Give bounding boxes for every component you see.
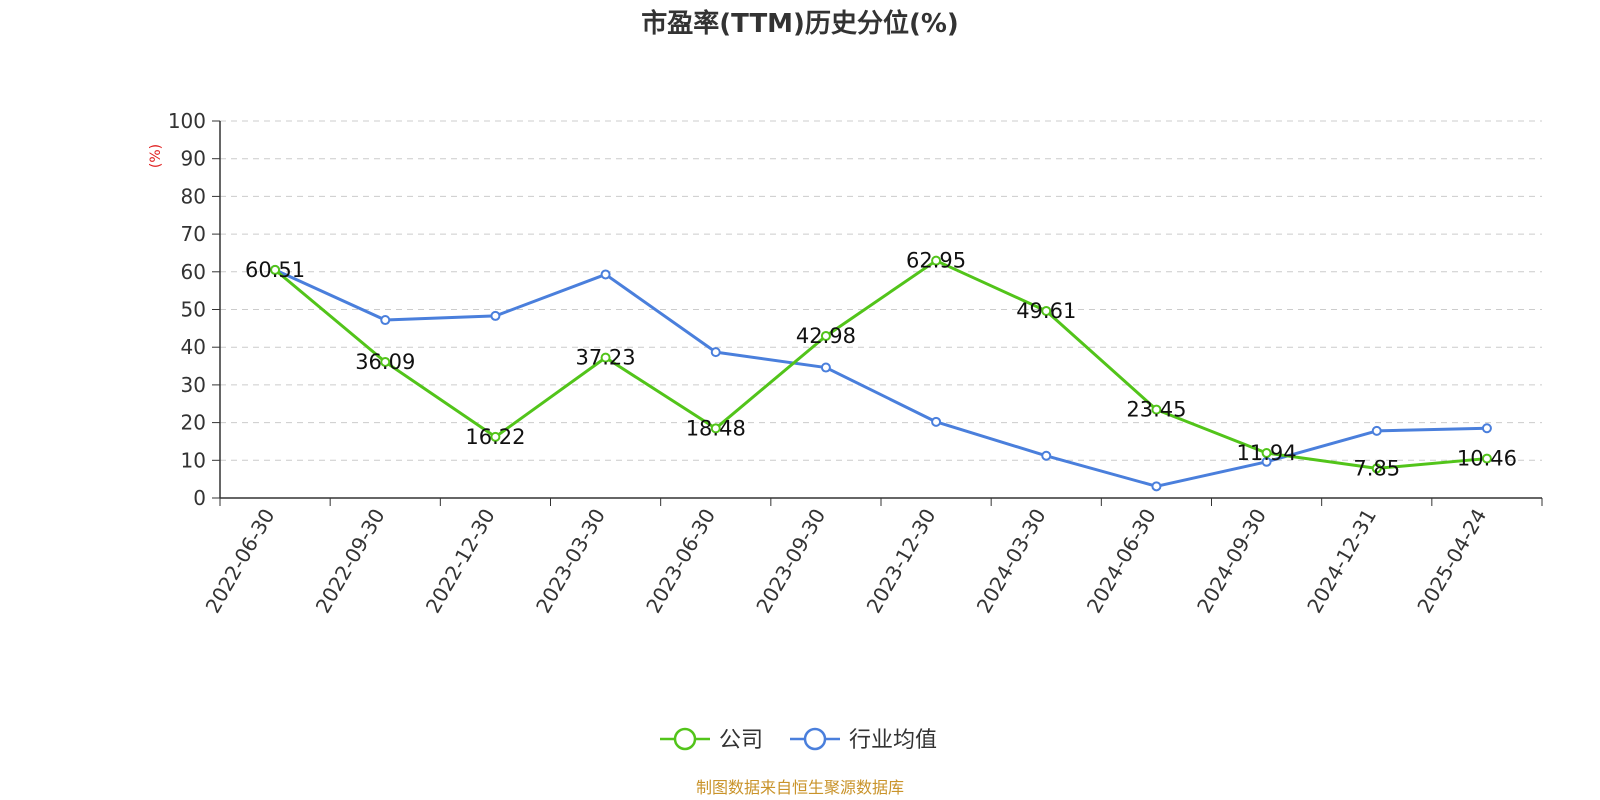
data-label: 36.09 — [355, 350, 415, 374]
data-point[interactable] — [1041, 450, 1052, 461]
data-point[interactable] — [380, 315, 391, 326]
y-tick-label: 30 — [181, 373, 206, 397]
x-tick-label: 2023-12-30 — [862, 504, 941, 617]
x-tick-label: 2022-09-30 — [311, 505, 390, 618]
y-tick-label: 70 — [181, 222, 206, 246]
y-tick-label: 50 — [181, 298, 206, 322]
data-label: 23.45 — [1126, 398, 1186, 422]
y-tick-label: 60 — [181, 260, 206, 284]
data-point[interactable] — [710, 347, 721, 358]
data-label: 49.61 — [1016, 299, 1076, 323]
data-point[interactable] — [1481, 423, 1492, 434]
x-tick-label: 2024-03-30 — [972, 505, 1051, 618]
x-tick-label: 2024-09-30 — [1192, 505, 1271, 618]
y-axis-label: (%) — [148, 144, 164, 168]
data-point[interactable] — [1041, 305, 1052, 316]
data-point[interactable] — [1261, 447, 1272, 458]
x-tick-label: 2025-04-24 — [1412, 505, 1491, 618]
data-label: 42.98 — [796, 324, 856, 348]
series-line — [274, 259, 1488, 470]
data-point[interactable] — [820, 330, 831, 341]
data-point[interactable] — [1481, 453, 1492, 464]
x-tick-label: 2023-09-30 — [751, 505, 830, 618]
legend[interactable]: 公司 行业均值 — [660, 727, 937, 753]
x-tick-label: 2022-06-30 — [201, 505, 280, 618]
y-tick-label: 0 — [193, 486, 206, 510]
data-point[interactable] — [600, 352, 611, 363]
data-label: 11.94 — [1237, 441, 1297, 465]
data-point[interactable] — [1371, 425, 1382, 436]
data-point[interactable] — [931, 255, 942, 266]
grid-lines — [220, 120, 1542, 461]
data-point[interactable] — [1151, 481, 1162, 492]
data-point[interactable] — [380, 356, 391, 367]
source-note: 制图数据来自恒生聚源数据库 — [696, 778, 904, 797]
series-line — [274, 268, 1487, 488]
y-tick-label: 90 — [181, 147, 206, 171]
chart-title: 市盈率(TTM)历史分位(%) — [641, 8, 959, 39]
data-label: 18.48 — [686, 416, 746, 440]
legend-marker-icon — [803, 727, 827, 751]
legend-marker-icon — [673, 727, 697, 751]
legend-item[interactable]: 公司 — [660, 727, 763, 753]
x-tick-label: 2023-06-30 — [641, 505, 720, 618]
data-point[interactable] — [490, 310, 501, 321]
y-tick-label: 100 — [168, 109, 206, 133]
y-tick-label: 80 — [181, 184, 206, 208]
data-label: 60.51 — [245, 258, 305, 282]
data-point[interactable] — [1151, 404, 1162, 415]
y-tick-label: 10 — [181, 448, 206, 472]
x-tick-label: 2024-06-30 — [1082, 505, 1161, 618]
series-layer — [270, 255, 1492, 492]
legend-label: 行业均值 — [849, 728, 937, 753]
data-point[interactable] — [600, 269, 611, 280]
x-tick-label: 2023-03-30 — [531, 505, 610, 618]
data-label: 16.22 — [465, 425, 525, 449]
data-point[interactable] — [1371, 463, 1382, 474]
data-point[interactable] — [710, 423, 721, 434]
data-label: 62.95 — [906, 249, 966, 273]
data-label: 37.23 — [576, 346, 636, 370]
y-tick-label: 20 — [181, 411, 206, 435]
x-tick-label: 2024-12-31 — [1302, 505, 1381, 618]
legend-label: 公司 — [719, 728, 763, 753]
data-labels: 60.51 36.09 16.22 37.23 18.48 42.98 62.95 49.61… — [245, 249, 1517, 481]
data-point[interactable] — [820, 362, 831, 373]
data-point[interactable] — [490, 431, 501, 442]
data-point[interactable] — [931, 416, 942, 427]
data-point[interactable] — [270, 264, 281, 275]
data-label: 7.85 — [1353, 456, 1400, 480]
x-tick-label: 2022-12-30 — [421, 504, 500, 617]
legend-item[interactable]: 行业均值 — [790, 727, 937, 753]
y-tick-label: 40 — [181, 335, 206, 359]
data-label: 10.46 — [1457, 447, 1517, 471]
